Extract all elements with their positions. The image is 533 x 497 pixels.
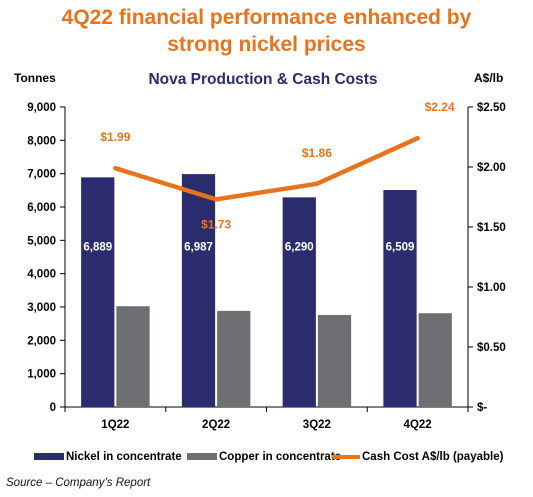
cash-cost-layer: $1.99 $1.73 $1.86 $2.24 xyxy=(100,100,455,231)
chart-title: Nova Production & Cash Costs xyxy=(148,71,377,88)
y-left-tick-label: 9,000 xyxy=(27,102,56,114)
y-left-tick-label: 2,000 xyxy=(27,335,56,347)
legend-label: Nickel in concentrate xyxy=(66,451,182,463)
y-left-tick-label: 7,000 xyxy=(27,169,56,181)
legend-swatch xyxy=(187,453,217,460)
y-right-tick-label: $- xyxy=(477,402,487,414)
data-label-cash-cost: $1.99 xyxy=(100,130,130,144)
headline-line-2: strong nickel prices xyxy=(167,33,366,56)
bar-copper xyxy=(217,310,251,407)
x-tick-label: 1Q22 xyxy=(101,419,129,431)
data-label-nickel: 6,889 xyxy=(83,241,112,253)
bar-nickel xyxy=(282,197,316,407)
data-label-nickel: 6,290 xyxy=(285,241,314,253)
bar-copper xyxy=(116,306,150,407)
y-axis-right-label: A$/lb xyxy=(474,71,503,85)
bar-nickel xyxy=(81,177,115,407)
y-left-tick-label: 3,000 xyxy=(27,302,56,314)
cash-cost-line xyxy=(113,135,420,202)
headline-line-1: 4Q22 financial performance enhanced by xyxy=(61,6,472,29)
bar-nickel xyxy=(181,174,216,407)
y-left-tick-label: 1,000 xyxy=(27,369,56,381)
x-axis-ticks: 1Q22 2Q22 3Q22 4Q22 xyxy=(64,407,469,431)
y-left-tick-label: 6,000 xyxy=(27,202,56,214)
legend-label: Cash Cost A$/lb (payable) xyxy=(362,451,504,463)
y-right-tick-label: $2.00 xyxy=(477,162,506,174)
y-axis-left-ticks: 0 1,000 2,000 3,000 4,000 5,000 6,000 7,000 8,00… xyxy=(27,102,65,414)
headline: 4Q22 financial performance enhanced by s… xyxy=(0,4,533,58)
source-note: Source – Company’s Report xyxy=(6,477,151,489)
y-right-tick-label: $2.50 xyxy=(477,102,506,114)
legend-label: Copper in concentrate xyxy=(219,451,341,463)
bar-nickel xyxy=(383,190,417,407)
x-tick-label: 2Q22 xyxy=(202,419,230,431)
y-left-tick-label: 4,000 xyxy=(27,269,56,281)
y-right-tick-label: $1.00 xyxy=(477,282,506,294)
legend: Nickel in concentrate Copper in concentra… xyxy=(34,451,504,463)
data-label-nickel: 6,987 xyxy=(184,241,213,253)
data-label-copper: 2,884 xyxy=(219,241,248,253)
y-axis-right-ticks: $- $0.50 $1.00 $1.50 $2.00 $2.50 xyxy=(468,102,506,414)
legend-swatch xyxy=(34,453,64,460)
data-label-copper: 2,762 xyxy=(320,241,349,253)
data-label-cash-cost: $2.24 xyxy=(425,100,455,114)
data-label-cash-cost: $1.73 xyxy=(201,217,231,231)
x-tick-label: 3Q22 xyxy=(303,419,331,431)
y-left-tick-label: 8,000 xyxy=(27,135,56,147)
y-axis-left-label: Tonnes xyxy=(14,71,56,85)
data-label-copper: 3,023 xyxy=(119,241,148,253)
x-tick-label: 4Q22 xyxy=(404,419,432,431)
y-right-tick-label: $0.50 xyxy=(477,342,506,354)
data-label-nickel: 6,509 xyxy=(386,241,415,253)
y-left-tick-label: 0 xyxy=(50,402,56,414)
y-right-tick-label: $1.50 xyxy=(477,222,506,234)
bar-copper xyxy=(418,313,452,407)
bar-copper xyxy=(317,314,352,407)
data-label-cash-cost: $1.86 xyxy=(302,146,332,160)
data-label-copper: 2,814 xyxy=(421,241,450,253)
bars-layer: 6,889 3,023 6,987 2,884 6,290 2,762 6,509 2,814 xyxy=(81,174,452,407)
y-left-tick-label: 5,000 xyxy=(27,235,56,247)
